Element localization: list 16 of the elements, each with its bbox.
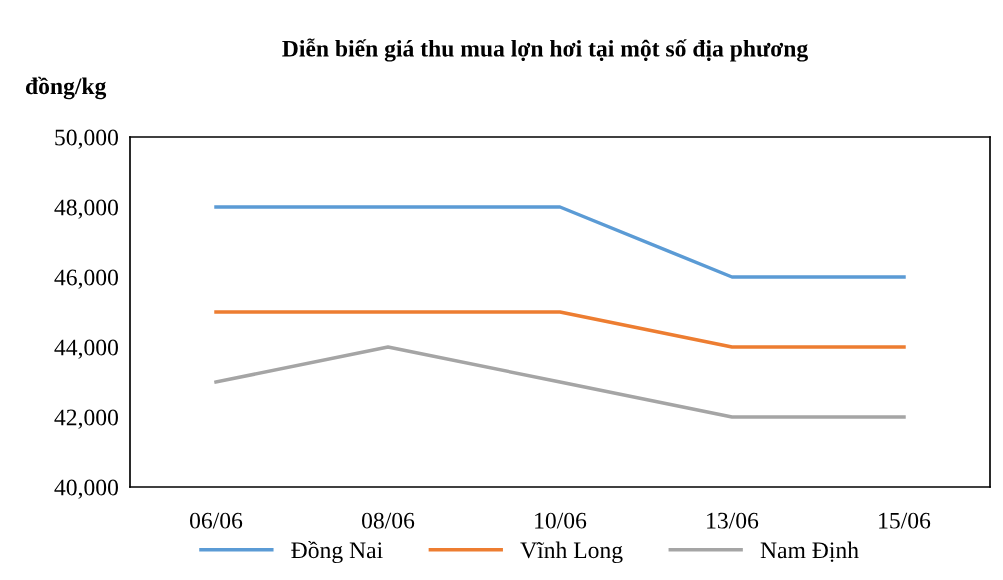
legend-label: Nam Định <box>760 541 859 562</box>
y-tick-label: 48,000 <box>54 199 118 219</box>
x-tick-label: 10/06 <box>535 512 587 529</box>
y-tick-label: 46,000 <box>54 269 118 289</box>
y-axis-title: đồng/kg <box>25 76 107 100</box>
y-tick-label: 44,000 <box>54 339 118 359</box>
x-tick-label: 08/06 <box>362 512 415 529</box>
y-tick-label: 50,000 <box>55 129 118 149</box>
y-tick-label: 40,000 <box>54 479 118 499</box>
x-tick-label: 13/06 <box>707 512 759 529</box>
legend-label: Đồng Nai <box>291 540 383 564</box>
y-tick-label: 42,000 <box>54 409 118 429</box>
x-tick-label: 06/06 <box>190 512 243 529</box>
chart-title: Diễn biến giá thu mua lợn hơi tại một số địa phương <box>282 38 808 62</box>
legend-label: Vĩnh Long <box>520 541 623 564</box>
x-tick-label: 15/06 <box>879 512 931 529</box>
